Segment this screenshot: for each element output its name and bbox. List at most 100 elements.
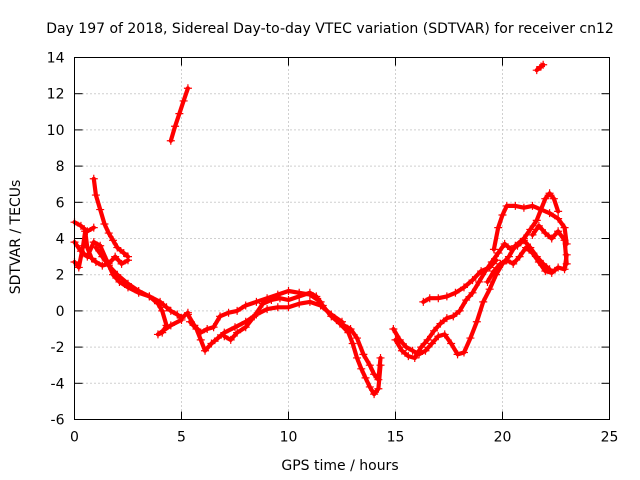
data-point-marker xyxy=(519,203,528,212)
data-point-marker xyxy=(560,265,569,274)
data-point-marker xyxy=(507,245,516,254)
y-tick-label: 12 xyxy=(47,87,65,103)
data-point-marker xyxy=(528,230,537,239)
data-point-marker xyxy=(267,296,276,305)
data-point-marker xyxy=(500,239,509,248)
data-point-marker xyxy=(472,317,481,326)
y-tick-label: -4 xyxy=(51,376,65,392)
data-point-marker xyxy=(207,339,216,348)
data-point-marker xyxy=(162,303,171,312)
data-point-marker xyxy=(89,174,98,183)
data-point-marker xyxy=(442,292,451,301)
series-band xyxy=(72,220,96,234)
data-point-marker xyxy=(397,346,406,355)
data-point-marker xyxy=(522,243,531,252)
data-point-marker xyxy=(365,361,374,370)
data-point-marker xyxy=(352,334,361,343)
data-point-marker xyxy=(175,109,184,118)
grid xyxy=(74,57,610,420)
data-point-marker xyxy=(408,346,417,355)
data-point-marker xyxy=(370,390,379,399)
data-point-marker xyxy=(153,330,162,339)
data-point-marker xyxy=(233,306,242,315)
data-point-marker xyxy=(158,306,167,315)
series-band xyxy=(342,323,383,382)
data-point-marker xyxy=(477,267,486,276)
data-point-marker xyxy=(489,267,498,276)
series-track-9 xyxy=(220,288,385,399)
x-tick-label: 5 xyxy=(177,430,186,446)
data-point-marker xyxy=(545,189,554,198)
data-point-marker xyxy=(528,248,537,257)
data-point-marker xyxy=(485,285,494,294)
data-point-marker xyxy=(549,194,558,203)
data-point-marker xyxy=(153,299,162,308)
data-point-marker xyxy=(483,277,492,286)
data-point-marker xyxy=(489,245,498,254)
y-tick-label: -6 xyxy=(51,413,65,429)
data-point-marker xyxy=(74,263,83,272)
x-tick-label: 15 xyxy=(387,430,405,446)
data-point-marker xyxy=(179,96,188,105)
data-point-marker xyxy=(468,288,477,297)
data-point-marker xyxy=(295,292,304,301)
data-point-marker xyxy=(547,268,556,277)
x-tick-labels: 0 5 10 15 20 25 xyxy=(70,430,618,446)
data-point-marker xyxy=(233,328,242,337)
data-point-marker xyxy=(192,325,201,333)
series-track-4 xyxy=(70,238,192,323)
data-point-marker xyxy=(532,66,541,75)
data-point-marker xyxy=(417,343,426,352)
series-track-10 xyxy=(340,321,385,384)
data-point-marker xyxy=(365,382,374,391)
data-point-marker xyxy=(374,375,383,384)
data-point-marker xyxy=(440,330,449,339)
data-point-marker xyxy=(485,263,494,272)
data-point-marker xyxy=(479,297,488,306)
data-point-marker xyxy=(560,223,569,232)
data-point-marker xyxy=(119,248,128,257)
plot-frame xyxy=(74,57,610,420)
data-point-marker xyxy=(284,303,293,312)
data-point-marker xyxy=(421,346,430,355)
data-point-marker xyxy=(425,294,434,303)
data-point-marker xyxy=(502,256,511,265)
series-track-16 xyxy=(528,221,571,268)
data-point-marker xyxy=(145,292,154,301)
data-point-marker xyxy=(252,297,261,306)
series-band xyxy=(491,203,569,252)
data-point-marker xyxy=(76,221,85,230)
data-point-marker xyxy=(359,350,368,359)
series-band xyxy=(393,238,552,361)
data-point-marker xyxy=(79,241,88,250)
data-point-marker xyxy=(374,384,383,393)
data-point-marker xyxy=(511,201,520,210)
data-point-marker xyxy=(357,364,366,373)
data-point-marker xyxy=(494,223,503,232)
data-point-marker xyxy=(209,323,218,332)
data-point-marker xyxy=(305,297,314,306)
y-tick-label: 8 xyxy=(56,159,65,175)
data-point-marker xyxy=(113,270,122,279)
data-point-marker xyxy=(554,263,563,272)
y-axis-label: SDTVAR / TECUs xyxy=(8,180,24,295)
data-point-marker xyxy=(376,353,385,362)
data-point-marker xyxy=(231,323,239,332)
data-point-marker xyxy=(436,319,445,328)
data-point-marker xyxy=(166,136,175,145)
data-point-marker xyxy=(513,241,522,250)
series-band xyxy=(391,191,561,357)
series-track-17 xyxy=(532,60,548,75)
data-point-marker xyxy=(532,216,541,225)
data-point-marker xyxy=(498,210,507,219)
data-point-marker xyxy=(216,312,225,321)
series-band xyxy=(421,258,499,304)
data-point-marker xyxy=(96,241,105,250)
data-point-marker xyxy=(263,305,272,314)
y-tick-label: 14 xyxy=(47,51,65,67)
series-track-15 xyxy=(483,243,571,286)
y-tick-label: -2 xyxy=(51,340,65,356)
data-point-marker xyxy=(468,276,477,285)
data-point-marker xyxy=(284,286,293,295)
data-point-marker xyxy=(541,229,550,238)
